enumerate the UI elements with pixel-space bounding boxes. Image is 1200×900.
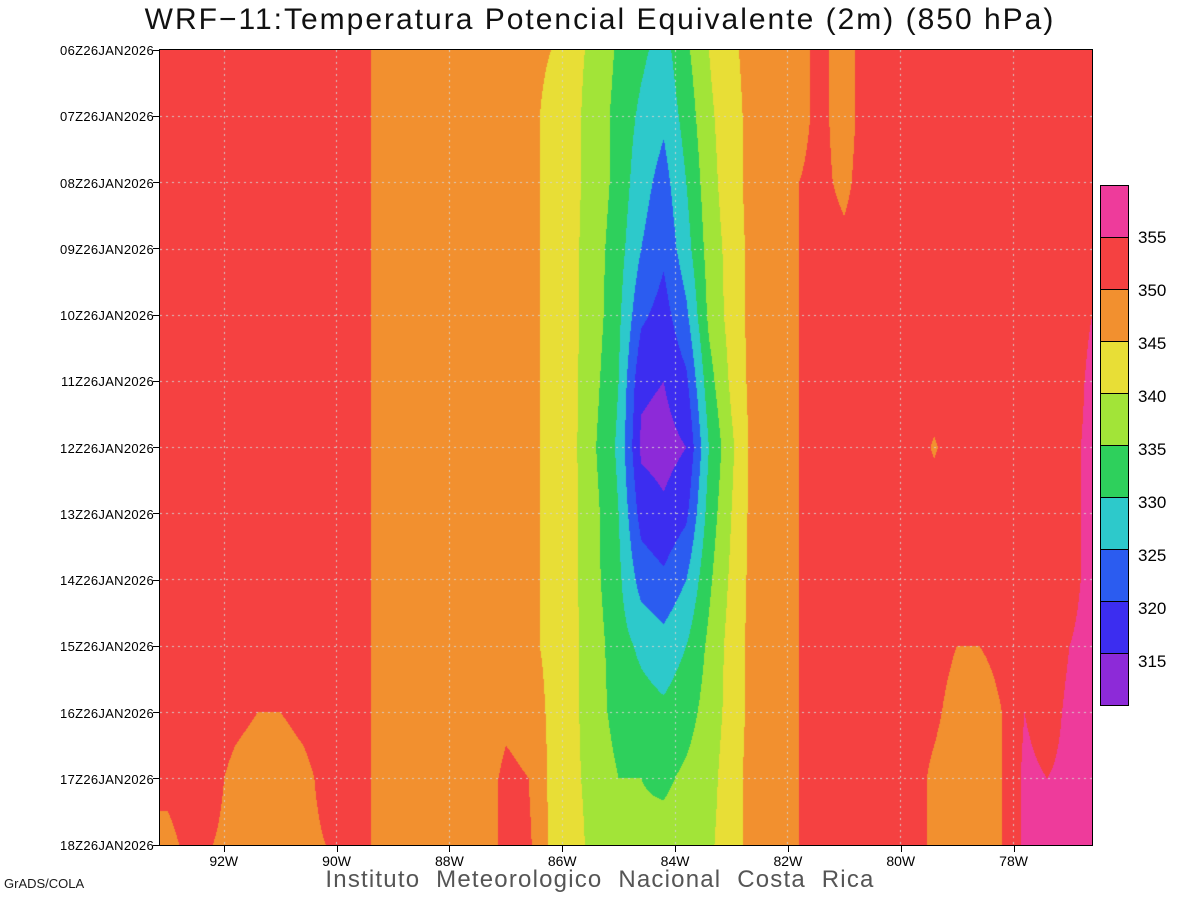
colorbar-tick-label: 330 xyxy=(1138,493,1167,512)
time-tick-label: 18Z26JAN2026 xyxy=(60,838,154,853)
colorbar-segment xyxy=(1100,653,1129,706)
colorbar-tick-label: 335 xyxy=(1138,440,1167,459)
time-tick-label: 11Z26JAN2026 xyxy=(61,374,154,390)
plot-area xyxy=(159,49,1093,846)
colorbar-segment xyxy=(1100,341,1129,394)
contour-plot-canvas xyxy=(160,50,1092,845)
time-tick-label: 09Z26JAN2026 xyxy=(60,241,154,257)
axis-tick xyxy=(223,846,225,852)
institution-caption: Instituto Meteorologico Nacional Costa R… xyxy=(325,866,875,893)
colorbar-tick-label: 350 xyxy=(1138,281,1167,300)
colorbar-segment xyxy=(1100,237,1129,290)
chart-title: WRF−11:Temperatura Potencial Equivalente… xyxy=(144,3,1056,36)
axis-tick xyxy=(449,846,451,852)
time-tick-label: 07Z26JAN2026 xyxy=(60,109,154,125)
colorbar-tick-label: 345 xyxy=(1138,334,1167,353)
colorbar-segment xyxy=(1100,393,1129,446)
colorbar-segment xyxy=(1100,497,1129,550)
colorbar-tick-label: 325 xyxy=(1138,546,1167,565)
axis-tick xyxy=(562,846,564,852)
colorbar-tick-label: 355 xyxy=(1138,228,1167,247)
axis-tick xyxy=(900,846,902,852)
time-tick-label: 15Z26JAN2026 xyxy=(60,639,154,655)
time-tick-label: 10Z26JAN2026 xyxy=(60,308,154,323)
colorbar-segment xyxy=(1100,601,1129,654)
time-tick-label: 17Z26JAN2026 xyxy=(60,771,154,787)
axis-tick xyxy=(787,846,789,852)
axis-tick xyxy=(1013,846,1015,852)
grads-credit: GrADS/COLA xyxy=(4,876,85,891)
colorbar xyxy=(1100,185,1129,706)
time-tick-label: 12Z26JAN2026 xyxy=(60,440,154,456)
colorbar-segment xyxy=(1100,185,1129,238)
colorbar-tick-label: 320 xyxy=(1138,599,1167,618)
axis-tick xyxy=(675,846,677,852)
colorbar-tick-label: 340 xyxy=(1138,387,1167,406)
colorbar-segment xyxy=(1100,289,1129,342)
colorbar-tick-label: 315 xyxy=(1138,652,1167,671)
time-tick-label: 16Z26JAN2026 xyxy=(60,705,154,721)
colorbar-segment xyxy=(1100,549,1129,602)
time-tick-label: 06Z26JAN2026 xyxy=(60,43,154,58)
time-tick-label: 13Z26JAN2026 xyxy=(60,506,154,522)
time-tick-label: 08Z26JAN2026 xyxy=(60,175,154,191)
axis-tick xyxy=(336,846,338,852)
colorbar-segment xyxy=(1100,445,1129,498)
time-tick-label: 14Z26JAN2026 xyxy=(60,573,154,588)
